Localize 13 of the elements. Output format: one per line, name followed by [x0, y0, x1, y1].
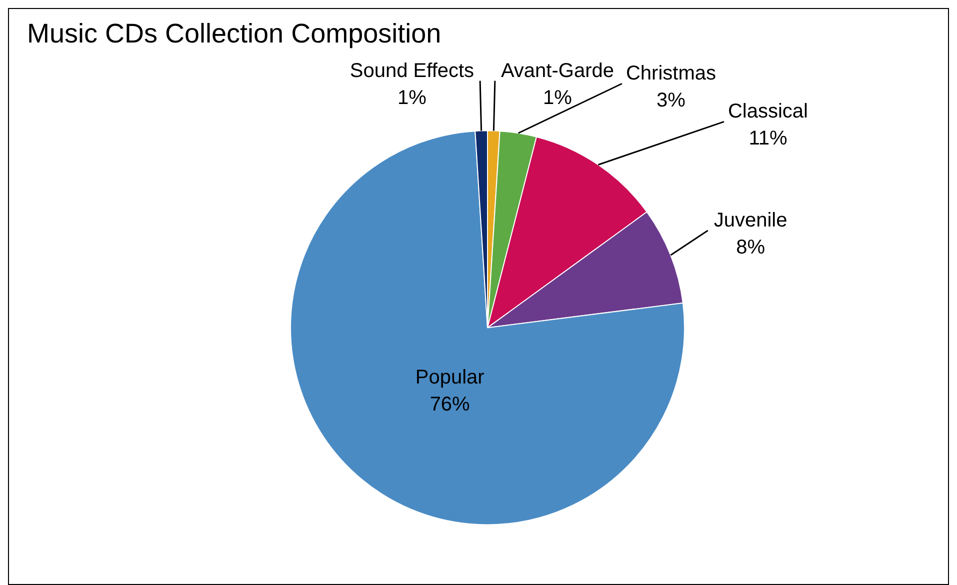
- slice-label: Avant-Garde: [500, 60, 614, 82]
- slice-label: Juvenile: [714, 209, 788, 232]
- data-label: 8%: [736, 236, 766, 258]
- chart-title: Music CDs Collection Composition: [27, 18, 442, 49]
- data-label: 3%: [656, 90, 686, 112]
- data-label: 11%: [748, 128, 788, 150]
- data-label: 1%: [543, 86, 572, 109]
- slice-label: Popular: [415, 366, 485, 388]
- slice-label: Christmas: [626, 62, 716, 85]
- data-label: 1%: [398, 86, 427, 109]
- data-label: 76%: [430, 393, 470, 416]
- slice-label: Sound Effects: [350, 60, 474, 82]
- slice-label: Classical: [728, 100, 808, 123]
